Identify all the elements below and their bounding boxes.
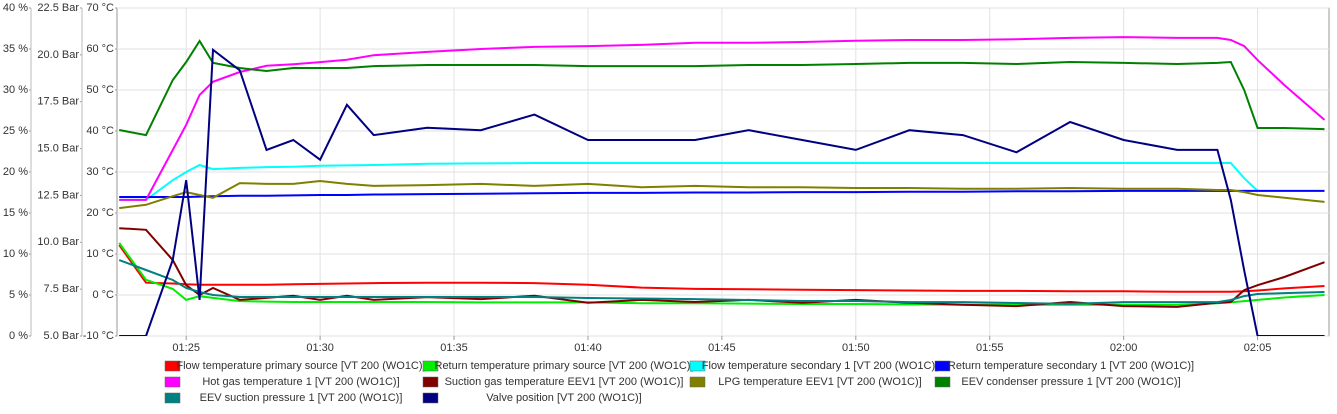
legend-label: Flow temperature secondary 1 [VT 200 (WO…: [702, 360, 938, 372]
percent-tick-label: 10 %: [3, 248, 28, 260]
x-tick-label: 01:55: [976, 342, 1004, 354]
legend-swatch: [689, 360, 706, 372]
percent-tick-label: 20 %: [3, 166, 28, 178]
celsius-tick-label: 50 °C: [86, 84, 114, 96]
celsius-tick-label: 60 °C: [86, 43, 114, 55]
percent-tick-label: 0 %: [9, 330, 28, 342]
series-line: [118, 244, 1325, 293]
legend-label: Hot gas temperature 1 [VT 200 (WO1C)]: [202, 376, 399, 388]
legend-label: EEV suction pressure 1 [VT 200 (WO1C)]: [200, 392, 403, 404]
percent-tick-label: 35 %: [3, 43, 28, 55]
bar-tick-label: 15.0 Bar: [37, 142, 79, 154]
series-line: [119, 39, 1325, 137]
bar-tick-label: 5.0 Bar: [44, 330, 80, 342]
legend-swatch: [934, 360, 951, 372]
celsius-tick-label: -10 °C: [83, 330, 114, 342]
legend-label: Valve position [VT 200 (WO1C)]: [486, 392, 642, 404]
x-tick-label: 01:30: [306, 342, 334, 354]
x-tick-label: 01:25: [172, 342, 200, 354]
series-line: [119, 36, 1326, 201]
celsius-tick-label: 40 °C: [86, 125, 114, 137]
celsius-tick-label: 20 °C: [86, 207, 114, 219]
series-line: [119, 162, 1259, 201]
legend-label: Flow temperature primary source [VT 200 …: [176, 360, 425, 372]
legend-swatch: [422, 360, 439, 372]
percent-tick-label: 25 %: [3, 125, 28, 137]
celsius-tick-label: 30 °C: [86, 166, 114, 178]
series-line: [119, 227, 1325, 308]
bar-tick-label: 7.5 Bar: [44, 283, 80, 295]
celsius-tick-label: 10 °C: [86, 248, 114, 260]
legend-label: Return temperature primary source [VT 20…: [435, 360, 694, 372]
series-line: [119, 189, 1325, 198]
percent-tick-label: 30 %: [3, 84, 28, 96]
x-tick-label: 01:45: [708, 342, 736, 354]
bar-tick-label: 20.0 Bar: [37, 49, 79, 61]
legend-swatch: [164, 376, 181, 388]
celsius-tick-label: 70 °C: [86, 2, 114, 14]
legend-swatch: [422, 376, 439, 388]
bar-tick-label: 12.5 Bar: [37, 189, 79, 201]
legend-swatch: [164, 360, 181, 372]
x-tick-label: 01:40: [574, 342, 602, 354]
legend-swatch: [422, 392, 439, 404]
legend-label: LPG temperature EEV1 [VT 200 (WO1C)]: [718, 376, 921, 388]
series-line: [119, 47, 1325, 336]
x-tick-label: 01:50: [842, 342, 870, 354]
legend-label: Return temperature secondary 1 [VT 200 (…: [948, 360, 1194, 372]
percent-tick-label: 15 %: [3, 207, 28, 219]
x-tick-label: 02:05: [1244, 342, 1272, 354]
legend-swatch: [934, 376, 951, 388]
percent-tick-label: 5 %: [9, 289, 28, 301]
series-line: [119, 179, 1325, 210]
celsius-tick-label: 0 °C: [92, 289, 114, 301]
legend-label: Suction gas temperature EEV1 [VT 200 (WO…: [445, 376, 684, 388]
legend-swatch: [164, 392, 181, 404]
legend-swatch: [689, 376, 706, 388]
percent-tick-label: 40 %: [3, 2, 28, 14]
x-tick-label: 01:35: [440, 342, 468, 354]
bar-tick-label: 22.5 Bar: [37, 2, 79, 14]
bar-tick-label: 17.5 Bar: [37, 96, 79, 108]
legend-label: EEV condenser pressure 1 [VT 200 (WO1C)]: [961, 376, 1180, 388]
bar-tick-label: 10.0 Bar: [37, 236, 79, 248]
x-tick-label: 02:00: [1110, 342, 1138, 354]
series-line: [118, 259, 1325, 305]
